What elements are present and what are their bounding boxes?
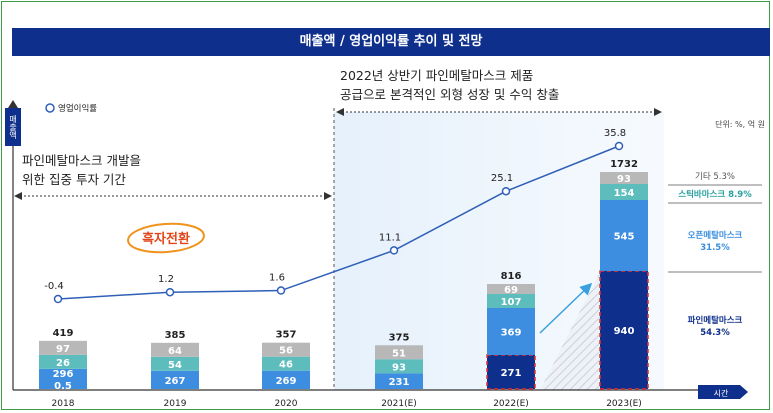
margin-label-1: 1.2 <box>158 274 174 285</box>
bar-open-2 <box>262 370 310 389</box>
time-label: 시간 <box>714 388 729 398</box>
bar-label-stick-3: 93 <box>392 362 406 373</box>
chart-title: 매출액 / 영업이익률 추이 및 전망 <box>12 28 770 56</box>
left-axis-label: 매출액 <box>9 115 18 140</box>
margin-label-0: -0.4 <box>44 281 64 292</box>
legend-marker-icon <box>45 103 55 113</box>
bar-label-open-5: 545 <box>614 232 635 243</box>
margin-point-4 <box>501 186 511 196</box>
y-axis-arrow-icon <box>8 100 18 108</box>
bar-open-4 <box>487 308 535 355</box>
growth-arrow <box>539 282 593 334</box>
bar-label-other-0: 97 <box>56 344 70 355</box>
bar-label-fmm-4: 271 <box>501 368 522 379</box>
x-tick-label-2: 2020 <box>275 399 298 409</box>
bar-label-fmm-5: 940 <box>614 326 635 337</box>
margin-point-0 <box>53 294 63 304</box>
share-other: 기타 5.3% <box>695 172 735 182</box>
x-tick-label-5: 2023(E) <box>606 399 642 409</box>
bar-stick-4 <box>487 294 535 308</box>
share-fmm-pct: 54.3% <box>700 328 730 338</box>
unit-note: 단위: %, 억 원 <box>715 119 765 129</box>
bar-label-open-2: 269 <box>276 376 297 387</box>
bar-fmm-5 <box>600 271 648 389</box>
bar-total-4: 816 <box>501 271 522 282</box>
bar-label-other-5: 93 <box>617 174 631 185</box>
bar-other-1 <box>151 342 199 357</box>
bar-open-1 <box>151 370 199 389</box>
bar-label-other-1: 64 <box>168 346 182 357</box>
bar-label-stick-1: 54 <box>168 360 182 371</box>
bar-label-other-2: 56 <box>279 346 293 357</box>
bar-label-stick-5: 154 <box>614 188 635 199</box>
bar-total-2: 357 <box>276 330 297 341</box>
x-tick-label-1: 2019 <box>164 399 187 409</box>
turnaround-note: 흑자전환 <box>142 231 190 247</box>
time-label-badge <box>698 385 748 399</box>
bar-stick-5 <box>600 184 648 200</box>
bar-extra-label-0: 0.5 <box>54 381 72 392</box>
margin-point-2 <box>276 286 286 295</box>
margin-line-group: -0.4 1.2 1.6 11.1 25.1 35.8 <box>44 128 626 304</box>
bar-label-other-4: 69 <box>504 285 518 296</box>
investment-note: 파인메탈마스크 개발을 위한 집중 투자 기간 <box>22 153 141 187</box>
bar-total-5: 1732 <box>610 159 638 170</box>
bar-open-3 <box>375 373 423 389</box>
bar-label-open-3: 231 <box>389 377 410 388</box>
bar-label-open-0: 296 <box>53 369 74 380</box>
share-open-pct: 31.5% <box>700 243 730 253</box>
margin-point-3 <box>389 246 399 255</box>
bar-stick-1 <box>151 356 199 371</box>
bar-stick-0 <box>39 354 87 369</box>
bar-other-0 <box>39 340 87 355</box>
bar-open-0 <box>39 368 87 389</box>
margin-label-5: 35.8 <box>604 128 626 139</box>
margin-label-4: 25.1 <box>491 173 513 184</box>
x-tick-label-0: 2018 <box>52 399 75 409</box>
bar-label-stick-4: 107 <box>501 297 522 308</box>
bar-total-0: 419 <box>53 328 74 339</box>
supply-note: 2022년 상반기 파인메탈마스크 제품 공급으로 본격적인 외형 성장 및 수익… <box>340 68 559 102</box>
left-axis-label-box <box>5 108 21 146</box>
turnaround-circle <box>127 222 205 254</box>
bar-other-4 <box>487 284 535 294</box>
bar-other-5 <box>600 172 648 184</box>
bar-label-other-3: 51 <box>392 348 406 359</box>
share-fmm-name: 파인메탈마스크 <box>688 315 743 326</box>
bar-stick-2 <box>262 356 310 371</box>
bar-label-stick-2: 46 <box>279 360 293 371</box>
bar-label-open-1: 267 <box>165 376 186 387</box>
bar-other-3 <box>375 345 423 360</box>
margin-label-3: 11.1 <box>379 232 401 243</box>
bar-total-3: 375 <box>389 332 410 343</box>
bar-label-open-4: 369 <box>501 328 522 339</box>
x-tick-label-4: 2022(E) <box>493 399 529 409</box>
margin-line <box>57 145 620 300</box>
margin-point-5 <box>614 141 624 151</box>
x-tick-labels: 2018 2019 2020 2021(E) 2022(E) 2023(E) <box>52 399 642 409</box>
margin-label-2: 1.6 <box>269 273 285 284</box>
share-stick: 스틱바마스크 8.9% <box>678 189 752 200</box>
bar-fmm-4 <box>487 355 535 389</box>
bar-stick-3 <box>375 359 423 374</box>
growth-hatch <box>540 272 600 390</box>
bar-other-2 <box>262 342 310 357</box>
bar-label-stick-0: 26 <box>56 358 70 369</box>
legend-label: 영업이익률 <box>58 103 97 114</box>
margin-point-1 <box>165 287 175 297</box>
x-tick-label-3: 2021(E) <box>381 399 417 409</box>
share-open-name: 오픈메탈마스크 <box>688 230 743 241</box>
bar-open-5 <box>600 200 648 271</box>
bar-total-1: 385 <box>165 330 186 341</box>
